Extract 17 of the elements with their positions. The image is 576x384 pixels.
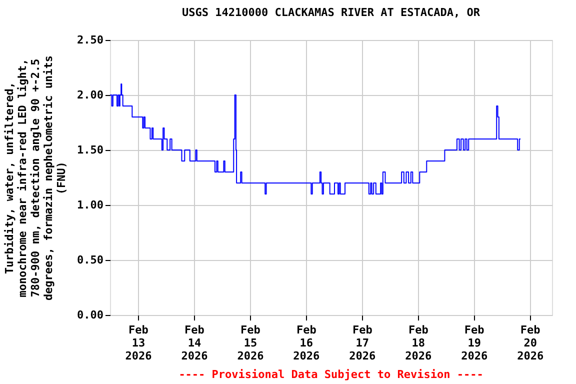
chart-title: USGS 14210000 CLACKAMAS RIVER AT ESTACADA, OR	[182, 6, 480, 19]
y-tick-label: 1.00	[77, 198, 104, 212]
x-tick-label: Feb 16 2026	[293, 324, 320, 362]
x-tick-label: Feb 13 2026	[125, 324, 152, 362]
x-tick-label: Feb 18 2026	[405, 324, 432, 362]
x-tick-label: Feb 15 2026	[237, 324, 264, 362]
x-tick-label: Feb 14 2026	[181, 324, 208, 362]
x-tick-label: Feb 20 2026	[517, 324, 544, 362]
y-tick-label: 0.50	[77, 254, 104, 266]
y-tick-label: 0.00	[77, 308, 104, 322]
y-tick-label: 1.50	[77, 144, 104, 156]
x-tick-label: Feb 19 2026	[461, 324, 488, 362]
x-tick-label: Feb 17 2026	[349, 324, 376, 362]
y-axis-title: Turbidity, water, unfiltered, monochrome near infra-red LED light, 780-900 nm, detection angle 90 +-2.5 degrees, formazin nephelometric units (FNU)	[3, 55, 68, 301]
y-tick-label: 2.00	[77, 88, 104, 102]
y-tick-label: 2.50	[77, 34, 104, 46]
text: ---- Provisional Data Subject to Revision ----	[178, 368, 484, 381]
